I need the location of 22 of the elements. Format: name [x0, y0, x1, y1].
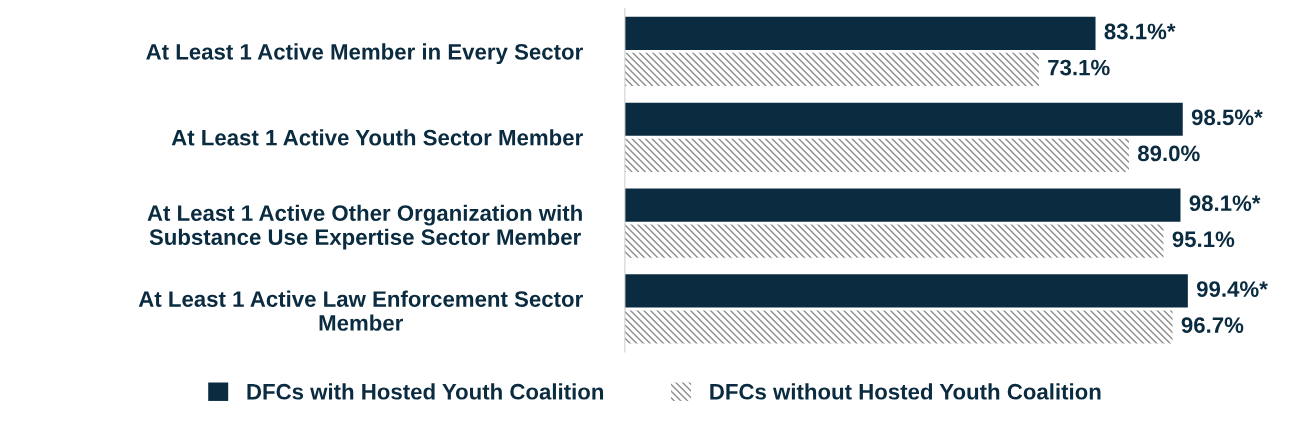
y-tick-label: At Least 1 Active Other Organization with Substance Use Expertise Sector Member: [147, 204, 582, 250]
bar: [624, 16, 1096, 50]
bar: [624, 274, 1188, 308]
bar: [624, 52, 1039, 87]
data-label: 89.0%: [1137, 145, 1200, 162]
data-label: 98.5%*: [1191, 109, 1263, 126]
bar: [624, 102, 1183, 136]
y-tick-label: At Least 1 Active Law Enforcement Sector Member: [138, 290, 583, 331]
legend-label: DFCs with Hosted Youth Coalition: [247, 383, 604, 400]
bar: [624, 138, 1129, 172]
data-label: 95.1%: [1172, 231, 1235, 248]
data-label: 83.1%*: [1104, 23, 1176, 40]
data-label: 99.4%*: [1196, 281, 1268, 297]
y-tick-label: At Least 1 Active Member in Every Sector: [146, 43, 583, 65]
data-label: 98.1%*: [1189, 195, 1261, 212]
legend-label: DFCs without Hosted Youth Coalition: [710, 383, 1101, 400]
bar: [624, 310, 1173, 344]
data-label: 73.1%: [1048, 59, 1110, 76]
bar: [624, 188, 1181, 222]
data-label: 96.7%: [1181, 317, 1244, 333]
y-tick-label: At Least 1 Active Youth Sector Member: [171, 129, 583, 146]
bar: [624, 224, 1164, 258]
